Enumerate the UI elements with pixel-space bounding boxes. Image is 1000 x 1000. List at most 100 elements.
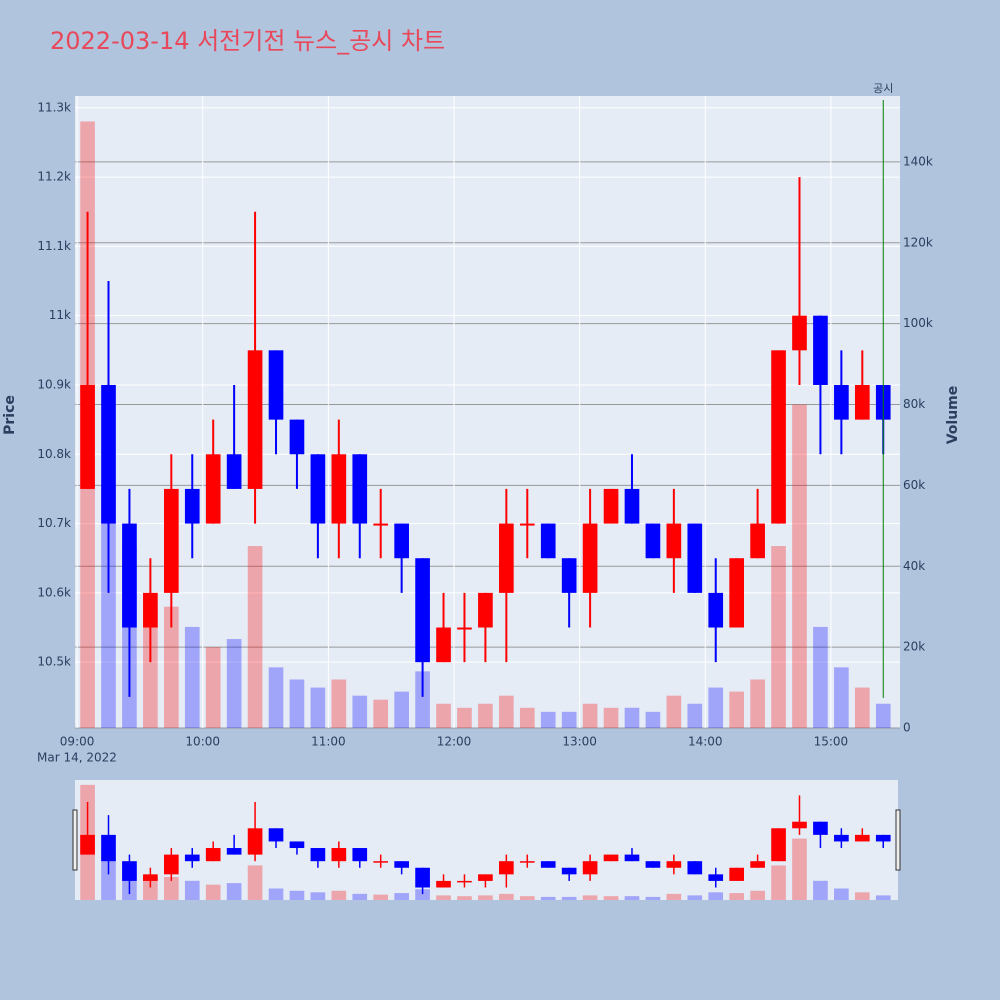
range-candle-body xyxy=(415,867,430,888)
volume-bar xyxy=(226,639,242,728)
range-volume-bar xyxy=(834,888,849,900)
range-candle-body xyxy=(247,828,263,855)
range-candle-body xyxy=(729,867,745,881)
range-volume-bar xyxy=(792,838,807,900)
y-tick-label: 10.9k xyxy=(37,377,71,391)
volume-bar xyxy=(310,687,326,728)
range-candle-body xyxy=(687,861,703,875)
y-tick-label: 11.3k xyxy=(37,100,71,114)
range-handle-left xyxy=(72,809,78,871)
volume-bar xyxy=(624,707,640,728)
y-tick-label: 11k xyxy=(49,308,71,322)
range-volume-bar xyxy=(205,884,221,900)
range-volume-bar xyxy=(750,890,765,900)
candle-body xyxy=(603,488,619,524)
volume-bar xyxy=(143,606,158,728)
volume-bar xyxy=(875,703,891,728)
volume-bar xyxy=(854,687,870,728)
x-tick-label: 13:00 xyxy=(562,735,597,749)
y2-tick-label: 40k xyxy=(903,559,925,573)
range-volume-bar xyxy=(666,893,682,900)
range-volume-bar xyxy=(687,895,703,900)
range-candle-body xyxy=(478,874,493,881)
range-volume-bar xyxy=(352,893,368,900)
range-volume-bar xyxy=(373,894,389,900)
volume-bar xyxy=(352,695,368,728)
candle-body xyxy=(540,523,556,559)
range-candle-body xyxy=(540,861,556,868)
range-volume-bar xyxy=(289,890,305,900)
range-candle-body xyxy=(394,861,409,868)
candle-body xyxy=(561,558,577,593)
volume-bar xyxy=(729,691,745,728)
range-volume-bar xyxy=(603,896,619,900)
range-volume-bar xyxy=(729,893,745,900)
candle-body xyxy=(184,488,200,524)
candle-body xyxy=(394,523,409,559)
candle-body xyxy=(415,558,430,663)
candle-body xyxy=(582,523,598,593)
volume-bar xyxy=(540,711,556,728)
candle-body xyxy=(226,454,242,489)
candle-body xyxy=(729,558,745,628)
range-volume-bar xyxy=(875,895,891,900)
volume-bar xyxy=(373,699,389,728)
volume-bar xyxy=(436,703,451,728)
range-candle-body xyxy=(289,841,305,849)
candle-body xyxy=(645,523,661,559)
candle-body xyxy=(352,454,368,524)
volume-bar xyxy=(457,707,472,728)
annotation-label: 공시 xyxy=(873,82,893,95)
y-tick-label: 10.7k xyxy=(37,516,71,530)
range-volume-bar xyxy=(247,865,263,900)
range-candle-body xyxy=(80,834,95,855)
candle-body xyxy=(854,384,870,420)
volume-bar xyxy=(268,667,284,728)
candle-body xyxy=(247,350,263,489)
range-volume-bar xyxy=(331,890,347,900)
range-volume-bar xyxy=(582,895,598,900)
range-candle-body xyxy=(813,821,828,835)
range-candle-body xyxy=(519,861,535,863)
candle-body xyxy=(478,592,493,628)
volume-bar xyxy=(645,711,661,728)
volume-bar xyxy=(792,404,807,728)
y2-tick-label: 120k xyxy=(903,235,933,249)
range-candle-body xyxy=(310,848,326,862)
y-tick-label: 11.1k xyxy=(37,239,71,253)
volume-bar xyxy=(247,546,263,728)
volume-bar xyxy=(666,695,682,728)
y2-tick-label: 60k xyxy=(903,478,925,492)
volume-bar xyxy=(561,711,577,728)
range-volume-bar xyxy=(771,865,786,900)
candle-body xyxy=(792,315,807,351)
range-volume-bar xyxy=(163,876,179,900)
range-candle-body xyxy=(373,861,389,863)
range-volume-bar xyxy=(854,892,870,900)
range-candle-body xyxy=(708,874,724,881)
range-volume-bar xyxy=(184,880,200,900)
range-volume-bar xyxy=(268,888,284,900)
y-tick-label: 10.5k xyxy=(37,655,71,669)
volume-bar xyxy=(101,485,116,728)
volume-bar xyxy=(478,703,493,728)
range-candle-body xyxy=(854,834,870,842)
range-volume-bar xyxy=(394,893,409,900)
volume-bar xyxy=(771,546,786,728)
x-tick-label: 11:00 xyxy=(311,735,346,749)
range-volume-bar xyxy=(310,892,326,900)
candle-body xyxy=(666,523,682,559)
range-candle-body xyxy=(226,848,242,855)
volume-bar xyxy=(834,667,849,728)
range-candle-body xyxy=(499,861,514,875)
y-tick-label: 10.6k xyxy=(37,585,71,599)
range-volume-bar xyxy=(478,895,493,900)
y2-tick-label: 140k xyxy=(903,154,933,168)
candle-body xyxy=(708,592,724,628)
range-volume-bar xyxy=(813,880,828,900)
range-candle-body xyxy=(436,880,451,888)
y2-tick-label: 80k xyxy=(903,397,925,411)
range-candle-body xyxy=(268,828,284,842)
y-axis-title: Price xyxy=(2,395,18,435)
